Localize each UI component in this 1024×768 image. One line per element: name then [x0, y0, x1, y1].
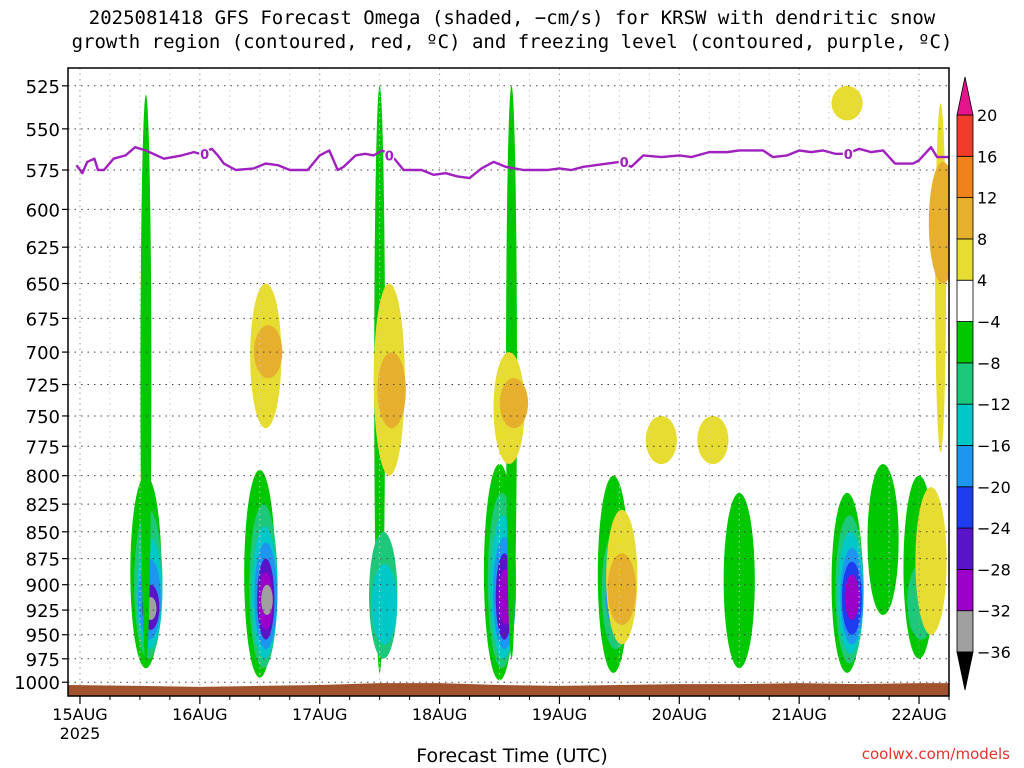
colorbar-label: −24 — [977, 519, 1011, 538]
colorbar-label: −28 — [977, 560, 1011, 579]
omega-cell — [645, 415, 677, 465]
omega-cell — [697, 415, 729, 465]
y-tick-label: 950 — [26, 626, 60, 647]
omega-cell — [261, 584, 273, 616]
colorbar-segment — [956, 362, 974, 405]
x-tick-label: 20AUG — [652, 705, 707, 724]
colorbar-label: −4 — [977, 313, 1001, 332]
y-tick-label: 1000 — [14, 673, 60, 694]
x-axis-label: Forecast Time (UTC) — [416, 745, 608, 767]
credit-text: coolwx.com/models — [861, 745, 1010, 763]
omega-field — [130, 85, 949, 681]
omega-cell — [253, 325, 283, 379]
y-tick-label: 850 — [26, 523, 60, 544]
y-tick-label: 725 — [26, 376, 60, 397]
colorbar-min-arrow — [956, 651, 974, 691]
ground-fill — [68, 683, 949, 696]
x-tick-label: 19AUG — [532, 705, 587, 724]
freezing-level-label: 0 — [620, 156, 629, 171]
y-tick-label: 875 — [26, 550, 60, 571]
colorbar-segment — [956, 486, 974, 529]
y-tick-label: 525 — [26, 77, 60, 98]
y-tick-label: 975 — [26, 650, 60, 671]
colorbar-segment — [956, 610, 974, 653]
y-tick-label: 700 — [26, 343, 60, 364]
x-tick-label: 18AUG — [412, 705, 467, 724]
colorbar-segment — [956, 155, 974, 199]
x-tick-label: 21AUG — [771, 705, 826, 724]
chart-title-line-1: 2025081418 GFS Forecast Omega (shaded, −… — [88, 7, 936, 29]
y-tick-label: 750 — [26, 407, 60, 428]
colorbar-segment — [956, 238, 974, 281]
colorbar-label: −20 — [977, 478, 1011, 497]
y-tick-label: 675 — [26, 309, 60, 330]
omega-cell — [831, 85, 863, 121]
colorbar-label: −32 — [977, 602, 1011, 621]
x-tick-label: 15AUG — [52, 705, 107, 724]
y-tick-label: 825 — [26, 495, 60, 516]
freezing-level-label: 0 — [844, 148, 853, 163]
x-tick-label: 17AUG — [292, 705, 347, 724]
colorbar-segment — [956, 279, 974, 322]
colorbar-label: 12 — [977, 189, 997, 208]
omega-cell — [928, 161, 949, 284]
chart-title: 2025081418 GFS Forecast Omega (shaded, −… — [0, 6, 1024, 54]
omega-cell — [371, 563, 398, 645]
omega-cell — [140, 94, 152, 664]
x-tick-label: 22AUG — [891, 705, 946, 724]
colorbar-label: 8 — [977, 230, 987, 249]
freezing-level-line — [75, 145, 949, 180]
colorbar-label: 4 — [977, 271, 987, 290]
colorbar-segment — [956, 568, 974, 612]
y-tick-label: 650 — [26, 274, 60, 295]
plot-frame — [67, 67, 950, 697]
freezing-level-label: 0 — [200, 148, 209, 163]
omega-cell — [844, 574, 860, 621]
freezing-level-contour: 0 0 0 0 — [75, 145, 949, 180]
omega-cell — [607, 553, 636, 625]
omega-cell — [499, 378, 529, 429]
y-tick-label: 775 — [26, 437, 60, 458]
y-tick-label: 550 — [26, 120, 60, 141]
colorbar-label: −8 — [977, 354, 1001, 373]
colorbar-segment — [956, 403, 974, 446]
omega-cell — [915, 487, 947, 635]
y-tick-label: 925 — [26, 601, 60, 622]
omega-cell — [377, 352, 406, 429]
y-tick-label: 625 — [26, 238, 60, 259]
y-axis: 525 550 575 600 625 650 675 700 725 750 775 800 825 8… — [14, 77, 68, 694]
chart-title-line-2: growth region (contoured, red, ºC) and f… — [71, 31, 953, 53]
colorbar-label: 16 — [977, 147, 997, 166]
y-tick-label: 600 — [26, 200, 60, 221]
y-tick-label: 900 — [26, 576, 60, 597]
y-tick-label: 575 — [26, 161, 60, 182]
ground-surface — [68, 683, 949, 696]
colorbar: 20 16 12 8 4 −4 −8 −12 −16 −20 −24 −28 −32 −36 — [956, 76, 1011, 691]
colorbar-label: 20 — [977, 106, 997, 125]
colorbar-label: −16 — [977, 436, 1011, 455]
x-tick-sublabel: 2025 — [60, 724, 101, 743]
colorbar-segment — [956, 527, 974, 570]
y-tick-label: 800 — [26, 467, 60, 488]
colorbar-segment — [956, 321, 974, 364]
colorbar-max-arrow — [956, 76, 974, 116]
x-tick-label: 16AUG — [172, 705, 227, 724]
colorbar-label: −36 — [977, 643, 1011, 662]
colorbar-segment — [956, 114, 974, 157]
colorbar-segment — [956, 197, 974, 240]
colorbar-label: −12 — [977, 395, 1011, 414]
omega-cell — [867, 464, 899, 616]
colorbar-segment — [956, 445, 974, 488]
freezing-level-label: 0 — [385, 149, 394, 164]
